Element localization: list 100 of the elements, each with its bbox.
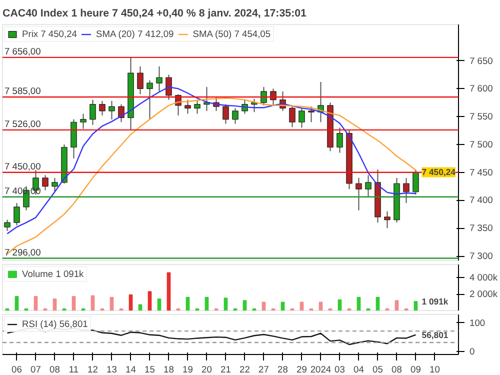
candlestick (308, 106, 314, 123)
y-tick-label: 7 600 (470, 84, 493, 94)
candlestick (403, 177, 410, 204)
bar (224, 298, 228, 310)
candlestick (156, 66, 162, 92)
x-tick-label: 28 (278, 364, 288, 374)
legend-label: RSI (14) 56,801 (22, 319, 88, 329)
bar (166, 272, 171, 310)
x-tick-label: 06 (12, 364, 22, 374)
y-tick-label: 7 650 (470, 56, 493, 66)
bar (52, 298, 57, 310)
bar (204, 296, 209, 310)
legend-label: SMA (20) 7 412,09 (96, 29, 174, 39)
bar (14, 296, 19, 310)
y-tick-label: 7 450 (470, 167, 493, 178)
x-tick-label: 19 (182, 364, 193, 374)
bar (128, 294, 133, 310)
candlestick (137, 66, 144, 95)
bar (318, 302, 323, 310)
x-tick-label: 11 (68, 364, 79, 374)
annotation: 56,801 (422, 330, 448, 340)
bar (338, 299, 342, 310)
bar (414, 301, 418, 310)
bar (110, 296, 114, 310)
x-tick-label: 09 (410, 364, 421, 374)
bar (186, 296, 190, 310)
chart-title: CAC40 Index 1 heure 7 450,24 +0,40 % 8 janv. 2024, 17:35:01 (2, 8, 307, 20)
candlestick (194, 100, 200, 114)
y-tick-label: 7 550 (470, 112, 493, 122)
bar (394, 300, 399, 310)
candlestick (118, 104, 124, 123)
y-tick-label: 4 000k (470, 272, 498, 283)
legend-label: SMA (50) 7 454,05 (192, 29, 271, 39)
x-tick-label: 14 (126, 364, 136, 374)
bar (356, 296, 361, 310)
bar (300, 302, 304, 310)
x-tick-label: 12 (88, 364, 98, 374)
bar (148, 291, 152, 310)
ref-line-label: 7 585,00 (4, 86, 41, 96)
x-tick-label: 27 (258, 364, 269, 374)
candlestick (356, 177, 362, 211)
x-tick-label: 18 (164, 364, 174, 374)
legend-label: Prix 7 450,24 (22, 29, 77, 39)
candlestick (42, 174, 48, 191)
x-tick-label: 10 (430, 364, 440, 374)
bar (90, 295, 95, 310)
candlestick (184, 99, 191, 114)
candlestick (52, 177, 58, 192)
bar (376, 296, 380, 310)
x-tick-label: 22 (240, 364, 250, 374)
legend-label: Volume 1 091k (22, 269, 84, 279)
ref-line-label: 7 526,00 (4, 118, 41, 129)
bar (157, 298, 162, 310)
bar (262, 302, 266, 310)
y-tick-label: 7 400 (470, 195, 493, 206)
x-tick-label: 08 (392, 364, 402, 374)
x-tick-label: 13 (106, 364, 117, 374)
bar (138, 304, 142, 310)
candlestick (222, 104, 229, 124)
bar (72, 296, 76, 310)
x-tick-label: 20 (202, 364, 212, 374)
bar (34, 296, 38, 310)
x-tick-label: 15 (144, 364, 155, 374)
y-tick-label: 0 (470, 346, 475, 357)
candlestick (289, 106, 296, 128)
ref-line-label: 7 296,00 (4, 247, 41, 258)
x-tick-label: 07 (30, 364, 41, 374)
candlestick (232, 108, 238, 124)
x-tick-label: 21 (220, 364, 231, 374)
x-tick-label: 2024 (310, 364, 332, 374)
x-tick-label: 29 (296, 364, 307, 374)
candlestick (99, 100, 106, 116)
candlestick (270, 88, 276, 106)
y-tick-label: 7 500 (470, 139, 493, 150)
ref-line-label: 7 450,00 (4, 161, 41, 172)
x-tick-label: 08 (50, 364, 60, 374)
annotation: 1 091k (422, 296, 448, 307)
x-tick-label: 05 (372, 364, 383, 374)
y-tick-label: 2 000k (470, 289, 498, 300)
candlestick (384, 210, 390, 229)
candlestick (80, 113, 86, 130)
candlestick (146, 80, 153, 120)
y-tick-label: 7 350 (470, 223, 493, 234)
bar (280, 302, 285, 310)
candlestick (260, 86, 267, 106)
x-tick-label: 03 (334, 364, 345, 374)
bar (242, 300, 247, 310)
x-tick-label: 04 (354, 364, 364, 374)
candlestick (4, 219, 10, 232)
annotation: 7 450,24 (422, 167, 456, 178)
candlestick (166, 74, 172, 100)
candlestick (90, 99, 96, 126)
y-tick-label: 100 (470, 318, 486, 328)
candlestick (108, 100, 115, 120)
candlestick (298, 107, 305, 128)
candlestick (14, 202, 20, 226)
y-tick-label: 7 300 (470, 251, 493, 262)
candlestick (336, 127, 343, 154)
candlestick (412, 169, 419, 196)
ref-line-label: 7 656,00 (4, 46, 41, 56)
